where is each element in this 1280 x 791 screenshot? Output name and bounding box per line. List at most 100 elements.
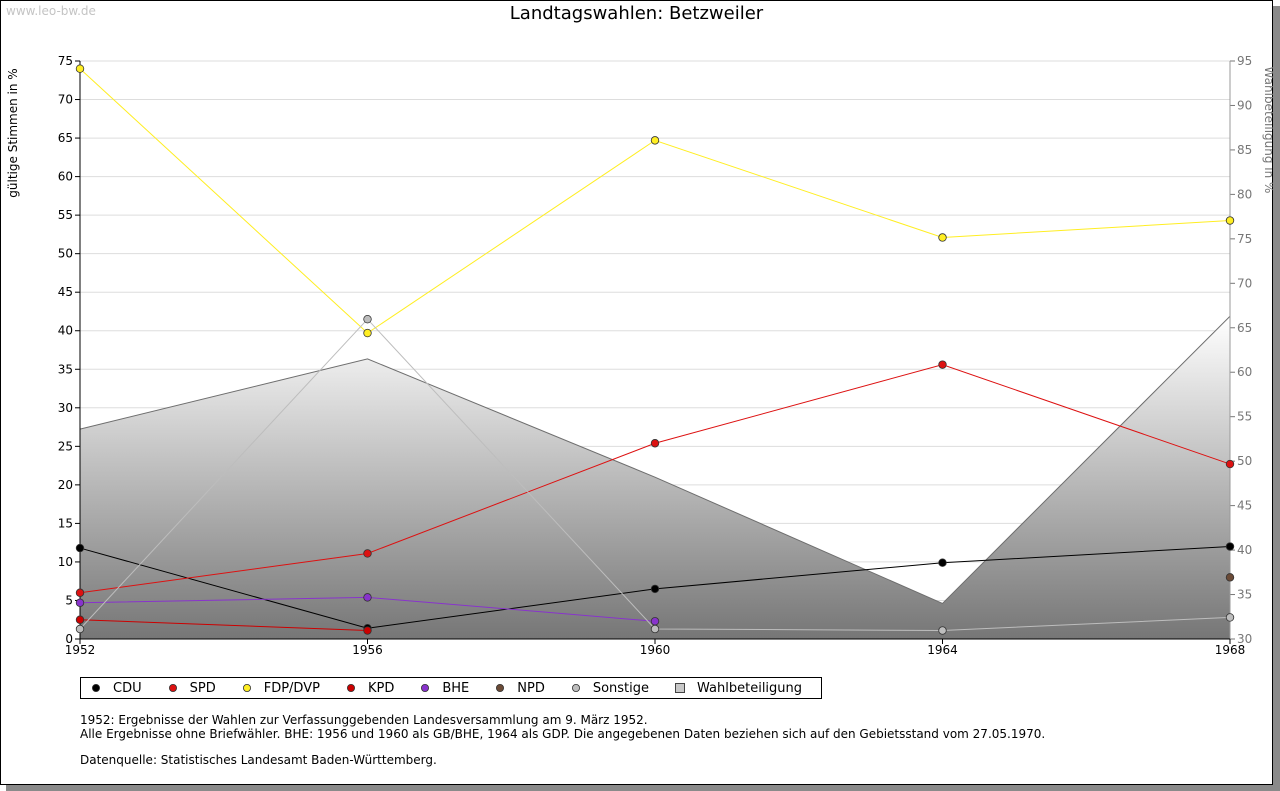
y2-tick-label-30: 30 [1237,632,1252,646]
y-tick-label-20: 20 [58,478,73,492]
y-tick-label-70: 70 [58,93,73,107]
legend-label-spd: SPD [189,680,216,696]
legend: CDU SPD FDP/DVP KPD BHE NPD Sonstige Wahlbeteil… [80,677,822,699]
point-kpd-1952 [75,615,85,624]
legend-label-sonstige: Sonstige [592,680,650,696]
legend-marker-fdp-dvp [242,684,251,692]
y-axis-label: gültige Stimmen in % [6,68,20,197]
legend-item-cdu: CDU [91,681,142,696]
legend-item-spd: SPD [168,681,216,696]
point-sonstige-1956 [363,314,372,324]
line-kpd [79,619,368,632]
legend-marker-npd [496,684,505,692]
watermark: www.leo-bw.de [6,4,96,18]
chart-plot: 0 5 10 15 20 25 30 35 40 45 50 55 60 65 70 75 30 35 40 45 50… [6,54,1273,657]
point-spd-1952 [75,588,85,597]
y-tick-label-30: 30 [58,401,73,415]
point-cdu-1960 [650,584,660,594]
y2-tick-label-80: 80 [1237,187,1252,201]
y2-tick-label-75: 75 [1237,232,1252,246]
legend-label-bhe: BHE [442,680,470,696]
footnote-general: Alle Ergebnisse ohne Briefwähler. BHE: 1… [80,727,1046,741]
y-tick-label-55: 55 [58,208,73,222]
point-cdu-1968 [1225,542,1235,551]
legend-item-wahlbeteiligung: Wahlbeteiligung [675,681,802,696]
line-fdp-dvp [79,68,1231,334]
y2-tick-label-55: 55 [1237,410,1252,424]
legend-label-kpd: KPD [367,680,395,696]
point-fdp-dvp-1952 [75,64,85,73]
y-tick-label-60: 60 [58,170,73,184]
x-tick-label-1960: 1960 [640,643,671,657]
y-tick-label-35: 35 [58,362,73,376]
y-tick-label-10: 10 [58,555,73,569]
chart-title: Landtagswahlen: Betzweiler [509,3,764,24]
point-fdp-dvp-1956 [363,328,372,338]
point-spd-1968 [1225,459,1235,469]
x-tick-label-1968: 1968 [1215,643,1246,657]
y-tick-label-40: 40 [58,324,73,338]
y-tick-label-65: 65 [58,131,73,145]
y2-tick-label-45: 45 [1237,499,1252,513]
legend-label-cdu: CDU [113,680,142,696]
legend-item-sonstige: Sonstige [571,681,649,696]
point-sonstige-1964 [938,626,947,635]
footnote-1952: 1952: Ergebnisse der Wahlen zur Verfassu… [80,713,648,727]
y2-tick-label-85: 85 [1237,143,1252,157]
y2-tick-label-35: 35 [1237,588,1252,602]
y-tick-label-75: 75 [58,54,73,68]
legend-swatch-wahlbeteiligung [675,683,686,693]
point-sonstige-1968 [1225,613,1235,622]
y-tick-label-25: 25 [58,439,73,453]
point-cdu-1964 [938,558,947,567]
legend-item-fdp-dvp: FDP/DVP [242,681,320,696]
y-tick-label-5: 5 [65,593,73,607]
y2-tick-label-90: 90 [1237,98,1252,112]
legend-label-fdp-dvp: FDP/DVP [263,680,320,696]
legend-item-kpd: KPD [346,681,394,696]
y2-tick-label-60: 60 [1237,365,1252,379]
point-cdu-1952 [75,543,85,553]
footnotes: 1952: Ergebnisse der Wahlen zur Verfassu… [80,713,1045,741]
y2-tick-label-95: 95 [1237,54,1252,68]
point-spd-1960 [650,439,660,448]
x-tick-label-1952: 1952 [65,643,96,657]
frame-shadow-right [1273,6,1280,791]
point-sonstige-1952 [75,624,85,634]
legend-label-wahlbeteiligung: Wahlbeteiligung [697,680,803,696]
y2-tick-label-50: 50 [1237,454,1252,468]
y2-tick-label-65: 65 [1237,321,1252,335]
legend-label-npd: NPD [517,680,545,696]
legend-marker-cdu [92,684,100,692]
y2-tick-label-40: 40 [1237,543,1252,557]
point-spd-1956 [363,549,372,558]
y-tick-label-50: 50 [58,247,73,261]
y-tick-label-15: 15 [58,516,73,530]
data-source: Datenquelle: Statistisches Landesamt Bad… [80,753,437,767]
y-tick-label-45: 45 [58,285,73,299]
point-bhe-1960 [650,617,660,626]
legend-marker-bhe [421,684,430,692]
area-outline-wahlbeteiligung [79,315,1231,605]
legend-marker-kpd [346,684,355,692]
legend-marker-spd [168,684,177,692]
point-bhe-1952 [75,598,85,607]
point-fdp-dvp-1964 [938,233,947,242]
frame-shadow-bottom [6,785,1280,791]
point-spd-1964 [938,360,947,369]
point-fdp-dvp-1968 [1225,216,1235,225]
y-tick-label-0: 0 [65,632,73,646]
point-npd-1968 [1225,573,1235,582]
x-tick-label-1964: 1964 [927,643,958,657]
point-fdp-dvp-1960 [650,136,660,145]
legend-item-bhe: BHE [420,681,469,696]
point-kpd-1956 [363,626,372,635]
legend-marker-sonstige [571,684,580,692]
legend-item-npd: NPD [495,681,545,696]
point-bhe-1956 [363,593,372,602]
y2-tick-label-70: 70 [1237,276,1252,290]
point-sonstige-1960 [650,624,660,634]
y2-axis-label: Wahlbeteiligung in % [1262,67,1273,194]
